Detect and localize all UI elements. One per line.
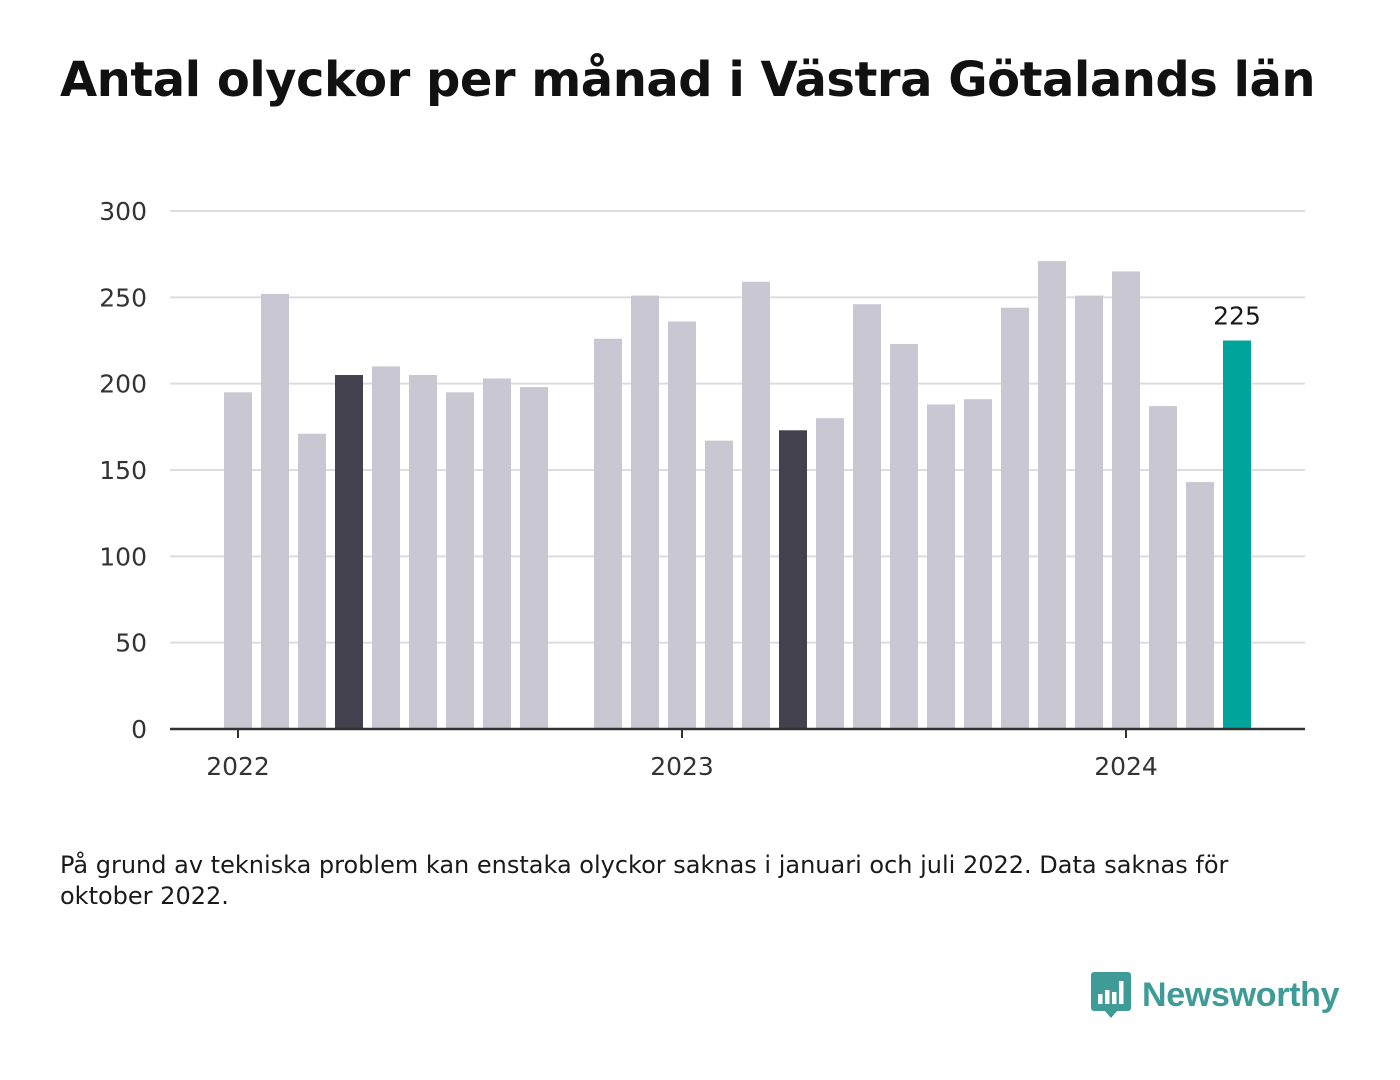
bar-2022-03 [298, 433, 326, 729]
bar-2022-08 [483, 378, 511, 729]
bar-2022-11 [594, 338, 622, 729]
bar-2022-02 [261, 293, 289, 729]
bar-2023-04 [779, 430, 807, 729]
y-tick-label: 150 [99, 456, 147, 485]
bar-2022-01 [224, 392, 252, 729]
x-tick-label: 2024 [1094, 752, 1158, 781]
bar-2023-11 [1038, 261, 1066, 729]
y-tick-label: 250 [99, 283, 147, 312]
bar-2022-12 [631, 295, 659, 729]
x-axis-tick-labels: 2022 2023 2024 [206, 729, 1158, 781]
chart-title: Antal olyckor per månad i Västra Götalan… [60, 52, 1316, 108]
bar-2022-04 [335, 375, 363, 729]
bar-2022-09 [520, 387, 548, 729]
bar-2023-02 [705, 440, 733, 729]
bar-2024-01 [1112, 271, 1140, 729]
bar-2024-03 [1186, 482, 1214, 729]
bar-2024-02 [1149, 406, 1177, 729]
bar-2023-05 [816, 418, 844, 729]
bar-2023-07 [890, 343, 918, 729]
newsworthy-logo-icon [1091, 972, 1131, 1018]
data-labels: 225 [1213, 302, 1261, 331]
bar-2023-10 [1001, 307, 1029, 729]
y-axis-tick-labels: 0 50 100 150 200 250 300 [99, 197, 147, 744]
brand[interactable]: Newsworthy [1090, 970, 1340, 1020]
y-tick-label: 100 [99, 542, 147, 571]
bar-2023-09 [964, 399, 992, 729]
bar-2023-03 [742, 281, 770, 729]
bar-2022-05 [372, 366, 400, 729]
y-tick-label: 200 [99, 370, 147, 399]
bar-2023-06 [853, 304, 881, 729]
footnote: På grund av tekniska problem kan enstaka… [60, 851, 1229, 910]
bars [224, 261, 1251, 729]
x-tick-label: 2023 [650, 752, 714, 781]
bar-2023-12 [1075, 295, 1103, 729]
brand-name: Newsworthy [1142, 975, 1340, 1014]
x-tick-label: 2022 [206, 752, 270, 781]
bar-2022-06 [409, 375, 437, 729]
data-label: 225 [1213, 302, 1261, 331]
bar-2022-07 [446, 392, 474, 729]
bar-2024-04 [1223, 340, 1251, 729]
y-tick-label: 300 [99, 197, 147, 226]
y-tick-label: 50 [115, 629, 147, 658]
bar-2023-01 [668, 321, 696, 729]
y-tick-label: 0 [131, 715, 147, 744]
bar-2023-08 [927, 404, 955, 729]
